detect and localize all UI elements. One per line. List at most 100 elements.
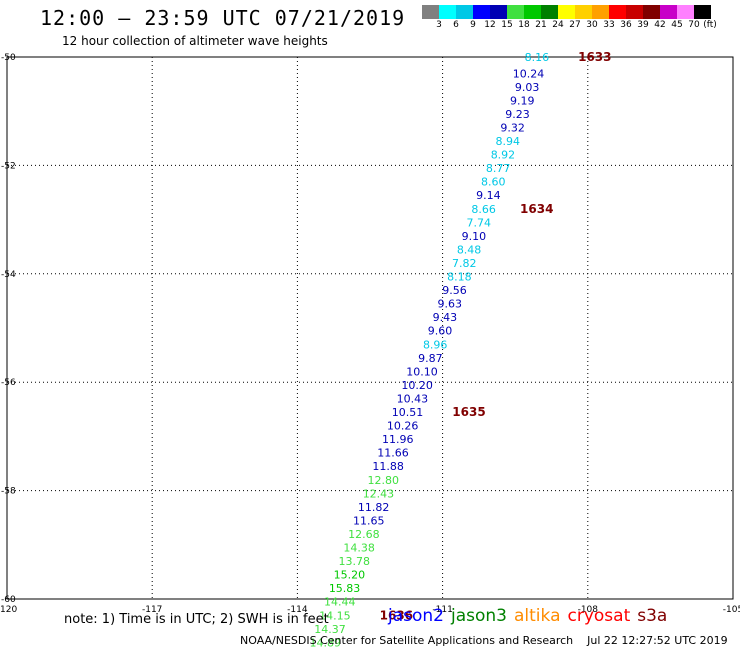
legend-swatch: [558, 5, 575, 19]
chart-subtitle: 12 hour collection of altimeter wave hei…: [62, 34, 328, 48]
legend-label: 6: [453, 20, 459, 30]
legend-label: 15: [501, 20, 513, 30]
time-annotation: 1633: [578, 50, 611, 64]
wave-height-label: 14.38: [343, 542, 375, 555]
x-tick-label: -105: [723, 605, 740, 615]
wave-height-label: 8.16: [525, 51, 550, 64]
time-annotation: 1636: [380, 608, 413, 622]
wave-height-label: 8.66: [471, 203, 496, 216]
wave-height-label: 15.20: [334, 569, 366, 582]
wave-height-label: 8.96: [423, 338, 448, 351]
legend-swatch: [592, 5, 609, 19]
wave-height-label: 9.87: [418, 352, 443, 365]
wave-height-label: 10.26: [387, 420, 419, 433]
y-tick-label: -58: [1, 487, 16, 497]
y-tick-label: -56: [1, 378, 16, 388]
wave-height-label: 12.68: [348, 528, 380, 541]
wave-height-label: 9.63: [437, 298, 462, 311]
mission-legend: jason2 jason3 altika cryosat s3a: [388, 606, 674, 626]
wave-height-label: 7.82: [452, 257, 477, 270]
wave-height-label: 11.88: [372, 460, 404, 473]
legend-label: 39: [637, 20, 649, 30]
legend-label: 36: [620, 20, 632, 30]
mission-jason3: jason3: [451, 606, 507, 626]
wave-height-label: 9.60: [428, 325, 453, 338]
wave-height-label: 13.78: [339, 555, 371, 568]
legend-swatch: [677, 5, 694, 19]
legend-label: 18: [518, 20, 530, 30]
x-tick-label: -111: [432, 605, 452, 615]
mission-altika: altika: [514, 606, 561, 626]
wave-height-label: 10.24: [513, 67, 545, 80]
legend-swatch: [643, 5, 660, 19]
wave-height-label: 8.60: [481, 176, 506, 189]
wave-height-label: 10.43: [397, 392, 429, 405]
legend-swatch: [660, 5, 677, 19]
timestamp: Jul 22 12:27:52 UTC 2019: [587, 634, 728, 647]
x-tick-label: -120: [0, 605, 17, 615]
legend-label: 27: [569, 20, 581, 30]
wave-height-label: 9.19: [510, 94, 535, 107]
legend-label: 45: [671, 20, 683, 30]
legend-swatch: [507, 5, 524, 19]
plot-frame: [6, 56, 734, 600]
legend-swatch: [422, 5, 439, 19]
legend-label: 12: [484, 20, 496, 30]
legend-label: 30: [586, 20, 598, 30]
legend-swatch: [694, 5, 711, 19]
legend-swatch: [609, 5, 626, 19]
legend-swatch: [473, 5, 490, 19]
wave-height-label: 9.56: [442, 284, 467, 297]
legend-label: 21: [535, 20, 547, 30]
legend-label: 24: [552, 20, 564, 30]
mission-cryosat: cryosat: [567, 606, 631, 626]
wave-height-label: 11.96: [382, 433, 414, 446]
footer-credit: NOAA/NESDIS Center for Satellite Applica…: [240, 634, 728, 647]
y-tick-label: -54: [1, 270, 16, 280]
wave-height-label: 8.48: [457, 243, 482, 256]
wave-height-label: 8.94: [496, 135, 521, 148]
wave-height-label: 9.32: [500, 121, 525, 134]
time-annotation: 1634: [520, 202, 553, 216]
wave-height-label: 9.10: [462, 230, 487, 243]
legend-labels: 3 6 9 12 15 18 21 24 27 30 33 36 39 42 45 70 (ft): [422, 19, 740, 33]
chart-title: 12:00 – 23:59 UTC 07/21/2019: [40, 6, 406, 30]
wave-height-label: 11.65: [353, 514, 385, 527]
wave-height-label: 9.14: [476, 189, 501, 202]
wave-height-label: 14.15: [319, 609, 351, 622]
legend-swatch: [490, 5, 507, 19]
legend-label: 42: [654, 20, 666, 30]
wave-height-label: 9.03: [515, 81, 540, 94]
footer-note: note: 1) Time is in UTC; 2) SWH is in fe…: [64, 612, 329, 627]
wave-height-label: 14.37: [314, 623, 346, 636]
wave-height-label: 10.20: [401, 379, 433, 392]
legend-swatch: [439, 5, 456, 19]
y-tick-label: -50: [1, 53, 16, 63]
wave-height-label: 14.89: [309, 636, 341, 649]
wave-height-label: 8.18: [447, 271, 472, 284]
legend-swatch: [626, 5, 643, 19]
wave-height-label: 8.92: [491, 149, 516, 162]
legend-label: 70: [688, 20, 700, 30]
y-tick-label: -60: [1, 595, 16, 605]
wave-height-label: 15.83: [329, 582, 361, 595]
color-legend: 3 6 9 12 15 18 21 24 27 30 33 36 39 42 45 70 (ft): [422, 5, 740, 33]
x-tick-label: -114: [287, 605, 308, 615]
legend-swatch: [524, 5, 541, 19]
legend-label: 9: [470, 20, 476, 30]
wave-height-label: 9.23: [505, 108, 530, 121]
wave-height-label: 7.74: [467, 216, 492, 229]
y-tick-label: -52: [1, 161, 16, 171]
wave-height-label: 11.82: [358, 501, 390, 514]
legend-label: 3: [436, 20, 442, 30]
wave-height-label: 10.10: [406, 365, 438, 378]
wave-height-label: 8.77: [486, 162, 511, 175]
wave-height-label: 14.44: [324, 596, 356, 609]
wave-height-label: 11.66: [377, 447, 409, 460]
mission-jason2: jason2: [388, 606, 444, 626]
wave-height-label: 10.51: [392, 406, 424, 419]
wave-height-label: 9.43: [433, 311, 458, 324]
wave-height-label: 12.80: [368, 474, 400, 487]
mission-s3a: s3a: [637, 606, 668, 626]
